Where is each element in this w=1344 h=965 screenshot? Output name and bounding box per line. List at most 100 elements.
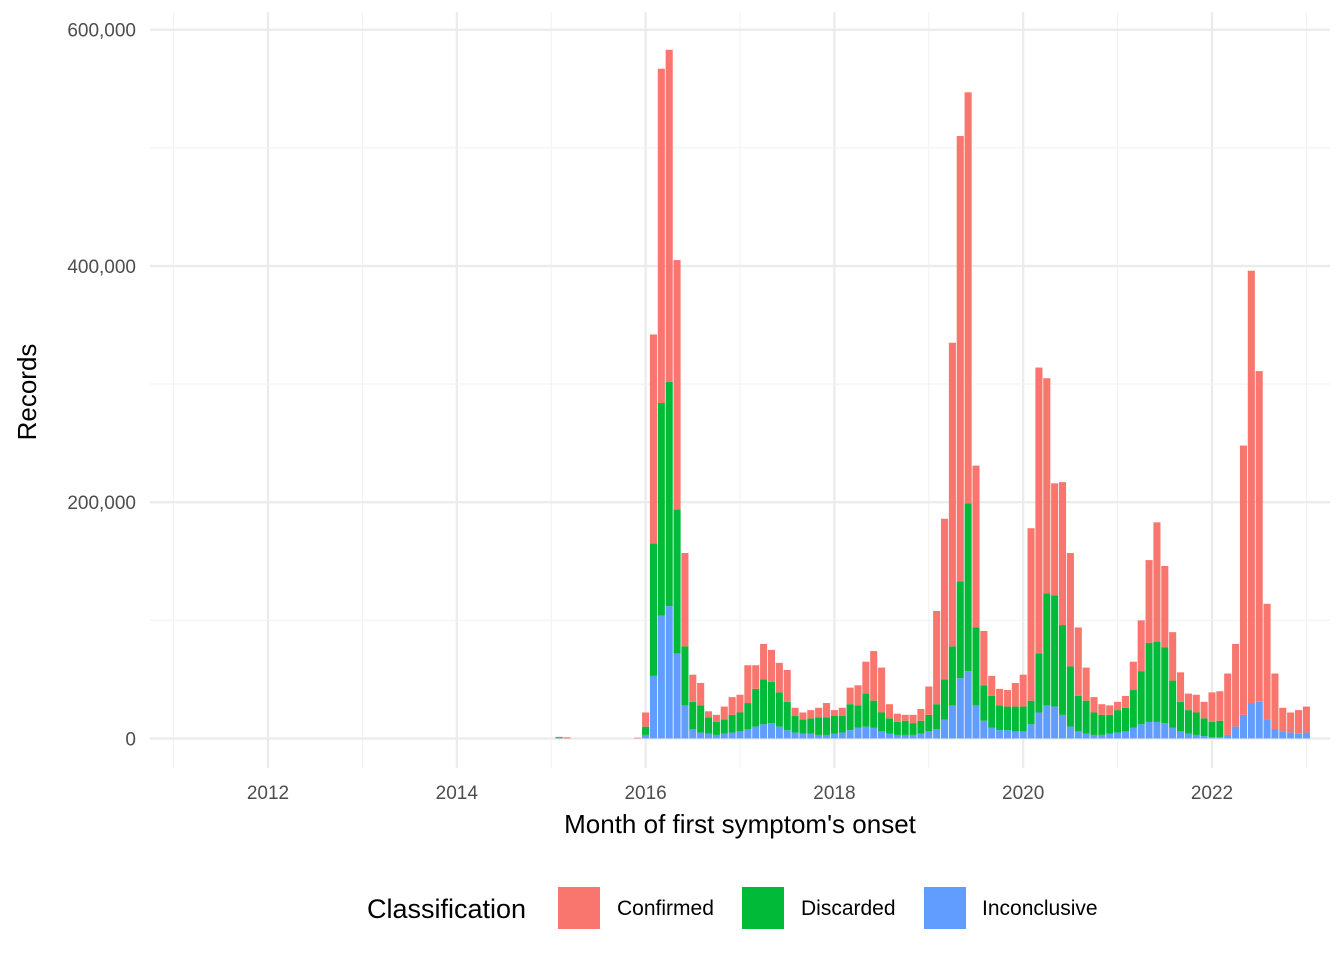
bar-confirmed bbox=[996, 688, 1004, 706]
bar-confirmed bbox=[893, 713, 901, 722]
bar-discarded bbox=[917, 720, 925, 734]
x-axis-tick-labels: 2012 2014 2016 2018 2020 2022 bbox=[247, 783, 1233, 804]
bar-inconclusive bbox=[783, 730, 791, 739]
bar-confirmed bbox=[1074, 627, 1082, 696]
bar-discarded bbox=[815, 717, 823, 735]
bar-discarded bbox=[988, 695, 996, 728]
bar-inconclusive bbox=[1106, 733, 1114, 739]
bar-inconclusive bbox=[815, 734, 823, 739]
bar-discarded bbox=[689, 701, 697, 730]
bar-discarded bbox=[862, 693, 870, 727]
bar-confirmed bbox=[689, 674, 697, 702]
bar-inconclusive bbox=[822, 734, 831, 739]
bar-discarded bbox=[775, 692, 783, 727]
bar-inconclusive bbox=[1192, 734, 1200, 739]
bar-inconclusive bbox=[1035, 712, 1043, 739]
bar-discarded bbox=[948, 646, 956, 706]
bar-discarded bbox=[1051, 595, 1059, 707]
bar-discarded bbox=[878, 712, 886, 732]
bar-inconclusive bbox=[1051, 706, 1059, 739]
bar-confirmed bbox=[775, 662, 783, 693]
bar-confirmed bbox=[964, 92, 972, 504]
bar-inconclusive bbox=[1302, 732, 1310, 739]
bar-discarded bbox=[1176, 701, 1185, 732]
legend-title: Classification bbox=[367, 894, 526, 924]
bar-discarded bbox=[744, 703, 752, 730]
bar-discarded bbox=[767, 681, 776, 724]
bar-confirmed bbox=[940, 518, 949, 680]
bar-inconclusive bbox=[1232, 726, 1240, 739]
bar-confirmed bbox=[1114, 701, 1122, 711]
bar-discarded bbox=[1098, 714, 1106, 735]
legend: Classification Confirmed Discarded Incon… bbox=[367, 887, 1098, 929]
bar-confirmed bbox=[885, 704, 894, 719]
x-tick-label: 2022 bbox=[1191, 783, 1233, 804]
bar-discarded bbox=[1058, 625, 1067, 715]
bar-confirmed bbox=[1137, 620, 1145, 672]
bar-inconclusive bbox=[870, 727, 878, 739]
bar-confirmed bbox=[1027, 528, 1035, 701]
bar-confirmed bbox=[1255, 371, 1263, 702]
bar-inconclusive bbox=[1003, 730, 1012, 739]
bar-confirmed bbox=[1176, 672, 1185, 702]
bar-inconclusive bbox=[1153, 721, 1161, 739]
bar-discarded bbox=[893, 721, 901, 735]
bar-inconclusive bbox=[925, 731, 933, 739]
bar-confirmed bbox=[933, 610, 941, 705]
bar-inconclusive bbox=[862, 726, 870, 739]
bar-inconclusive bbox=[846, 730, 854, 739]
bar-confirmed bbox=[1129, 661, 1137, 691]
x-axis-title: Month of first symptom's onset bbox=[564, 809, 917, 839]
bar-inconclusive bbox=[1074, 731, 1082, 739]
bar-inconclusive bbox=[681, 705, 689, 739]
bar-confirmed bbox=[988, 675, 996, 696]
bar-discarded bbox=[1011, 706, 1019, 732]
bar-inconclusive bbox=[1184, 733, 1192, 739]
bar-confirmed bbox=[634, 737, 642, 739]
bar-inconclusive bbox=[1137, 724, 1145, 739]
bar-discarded bbox=[1106, 714, 1114, 734]
bar-confirmed bbox=[728, 697, 736, 715]
bar-discarded bbox=[1121, 707, 1130, 732]
bar-confirmed bbox=[854, 685, 862, 706]
bar-confirmed bbox=[783, 669, 791, 702]
bar-inconclusive bbox=[807, 733, 815, 739]
bar-confirmed bbox=[1208, 692, 1216, 722]
bar-confirmed bbox=[1279, 707, 1287, 732]
bar-discarded bbox=[673, 509, 681, 654]
bar-discarded bbox=[1027, 700, 1035, 725]
bar-inconclusive bbox=[1239, 714, 1248, 739]
bar-inconclusive bbox=[744, 729, 752, 739]
bar-inconclusive bbox=[1019, 731, 1027, 739]
bar-inconclusive bbox=[736, 731, 744, 739]
y-tick-label: 200,000 bbox=[67, 493, 136, 514]
bar-confirmed bbox=[1232, 643, 1240, 727]
bar-inconclusive bbox=[704, 733, 713, 739]
bar-discarded bbox=[854, 705, 862, 728]
bar-inconclusive bbox=[980, 720, 988, 739]
bar-inconclusive bbox=[665, 606, 673, 739]
bar-inconclusive bbox=[933, 729, 941, 739]
bar-confirmed bbox=[1090, 697, 1098, 713]
bar-confirmed bbox=[681, 553, 689, 647]
bar-inconclusive bbox=[901, 734, 909, 739]
bar-discarded bbox=[1200, 718, 1208, 737]
bar-discarded bbox=[1114, 710, 1122, 733]
bar-inconclusive bbox=[1224, 734, 1232, 739]
bar-discarded bbox=[760, 679, 768, 725]
bar-inconclusive bbox=[712, 734, 720, 739]
bar-discarded bbox=[846, 704, 854, 731]
legend-swatch-inconclusive bbox=[924, 887, 966, 929]
bar-inconclusive bbox=[799, 733, 807, 739]
bar-confirmed bbox=[1216, 691, 1224, 721]
bar-discarded bbox=[1003, 706, 1012, 731]
bar-confirmed bbox=[972, 465, 980, 628]
bar-confirmed bbox=[980, 630, 988, 686]
bar-discarded bbox=[1090, 712, 1098, 735]
bar-discarded bbox=[728, 714, 736, 733]
bar-inconclusive bbox=[909, 734, 917, 739]
bar-inconclusive bbox=[854, 727, 862, 739]
bar-confirmed bbox=[720, 706, 728, 720]
bar-discarded bbox=[665, 381, 673, 607]
